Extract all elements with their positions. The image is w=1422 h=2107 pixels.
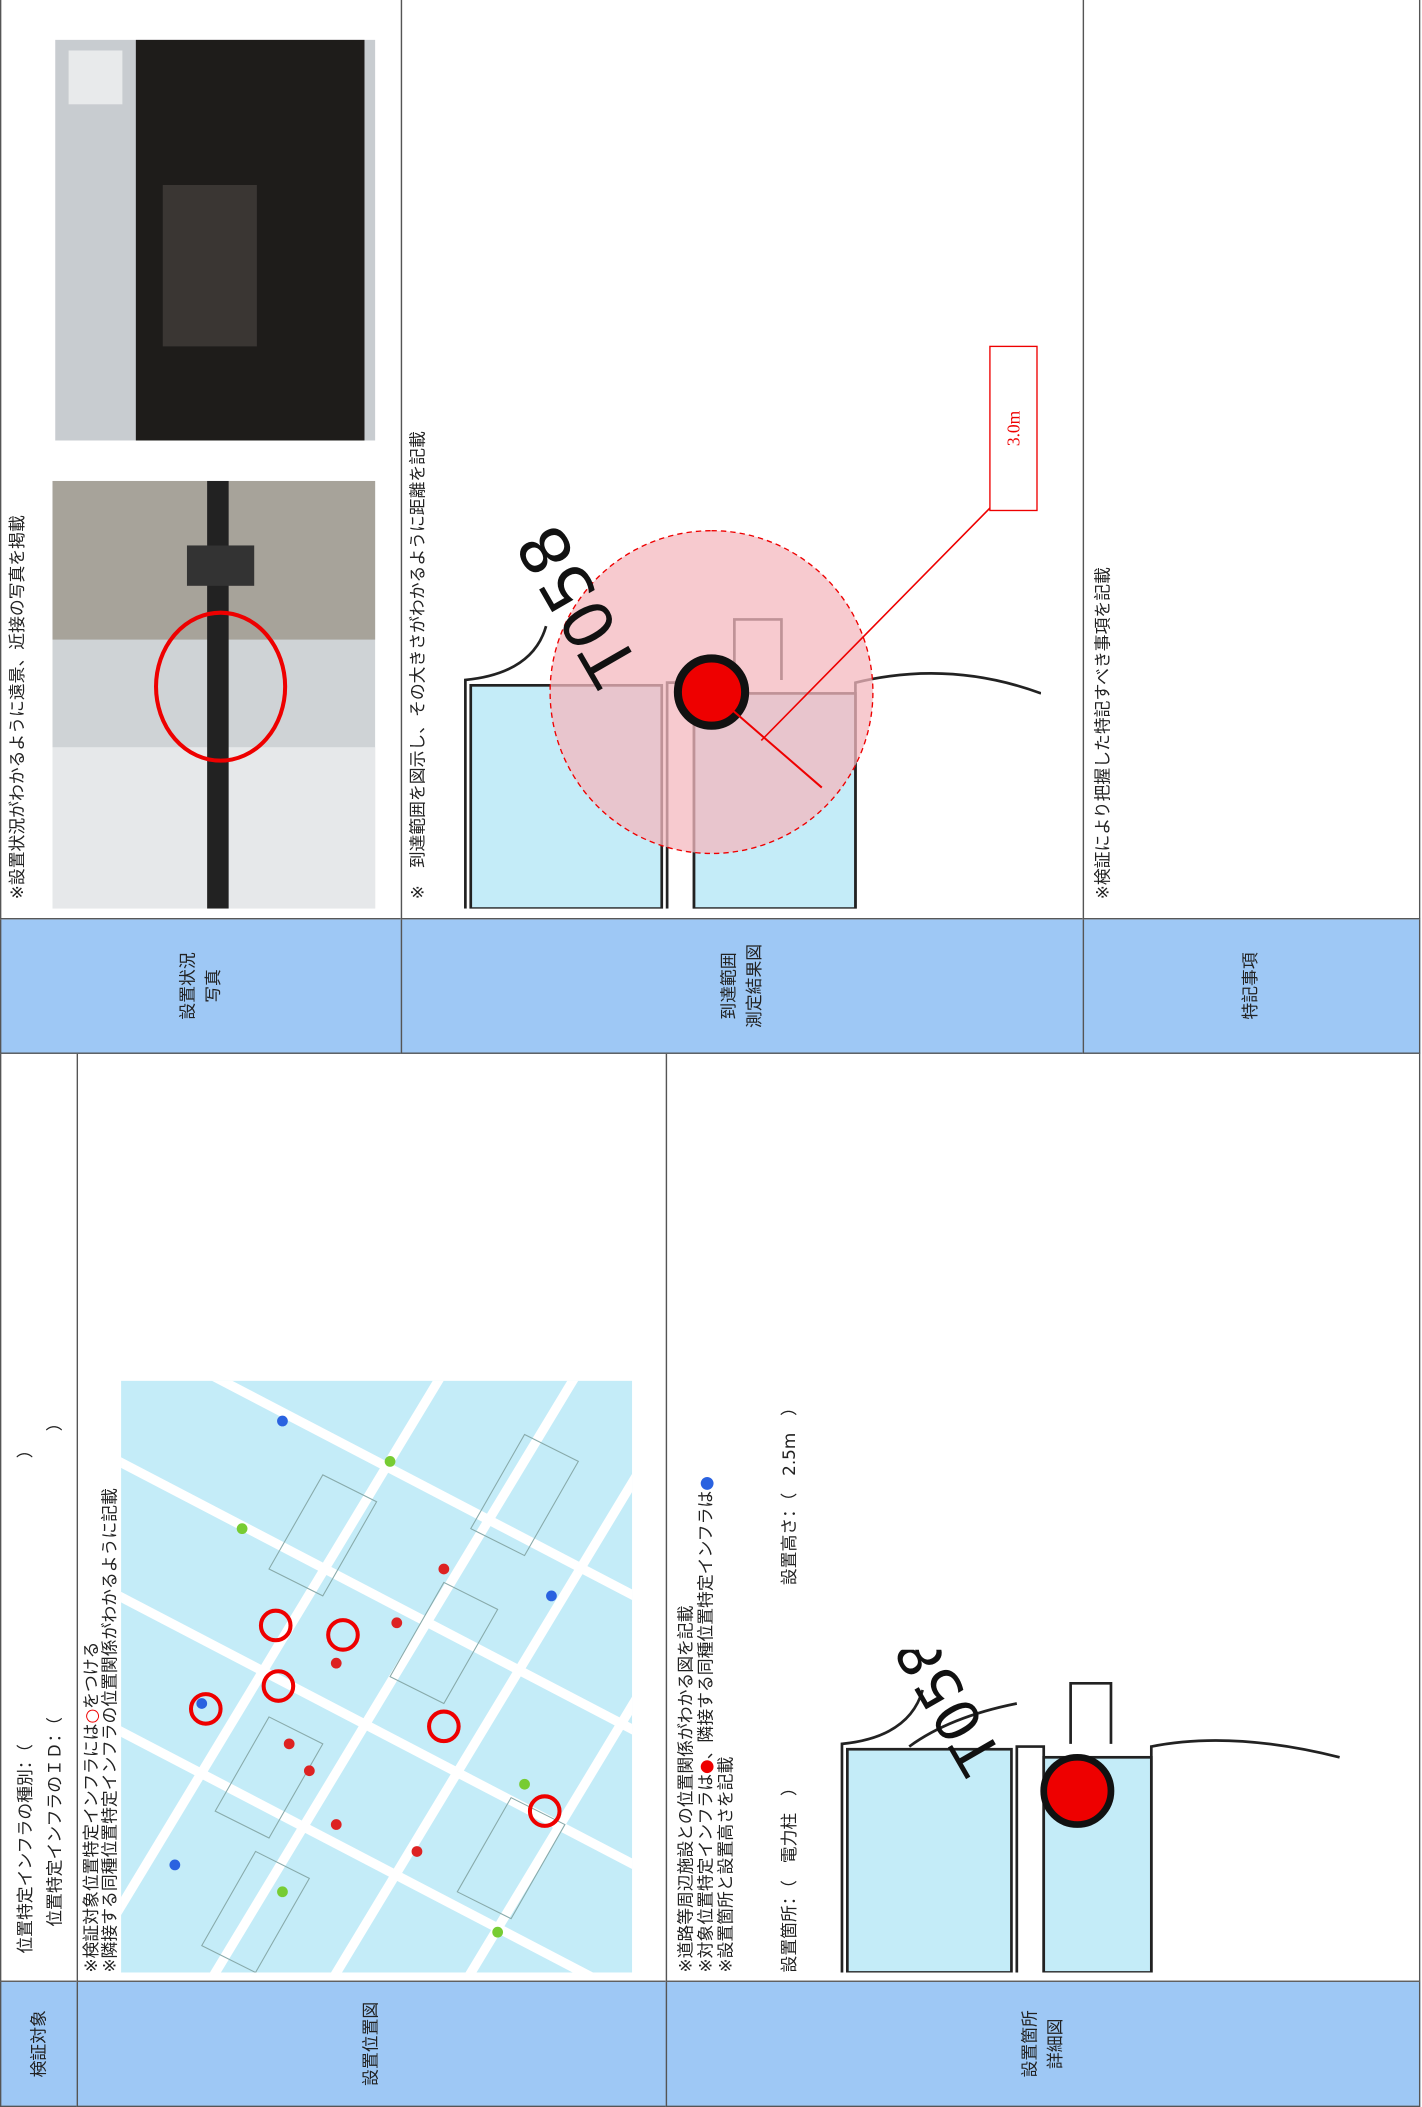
- location-cell: ※検証対象位置特定インフラには○をつける ※隣接する同種位置特定インフラの位置関…: [76, 1052, 668, 1982]
- note-symbol: ○: [80, 1708, 101, 1724]
- header-text: 特記事項: [1240, 952, 1261, 1020]
- notes-header: 特記事項: [1082, 918, 1421, 1054]
- height: 設置高さ：（ 2.5m ）: [778, 1399, 799, 1586]
- photo-far: [52, 480, 376, 909]
- detail-note: ※設置箇所と設置高さを記載: [716, 1757, 736, 1973]
- detail-header: 設置箇所 詳細図: [665, 1980, 1421, 2107]
- range-note: ※ 到達範囲を図示し、その大きさがわかるように距離を記載: [407, 431, 428, 900]
- target-line: 位置特定インフラのＩＤ：（ ）: [44, 1414, 65, 1927]
- note-part: ※対象位置特定インフラは: [695, 1773, 716, 1973]
- header-text: 設置状況: [177, 952, 198, 1020]
- range-distance: 3.0m: [1004, 410, 1024, 446]
- detail-cell: ※道路等周辺施設との位置関係がわかる図を記載 ※対象位置特定インフラは●、隣接す…: [665, 1052, 1421, 1982]
- header-text: 検証対象: [27, 2010, 48, 2078]
- notes-cell: ※検証により把握した特記すべき事項を記載: [1082, 0, 1421, 920]
- location-header: 設置位置図: [76, 1980, 668, 2107]
- location-note: ※検証対象位置特定インフラには○をつける: [81, 1642, 101, 1973]
- note-part: ※設置箇所と設置高さを記載: [715, 1756, 736, 1973]
- location-note: ※隣接する同種位置特定インフラの位置関係がわかるように記載: [100, 1488, 120, 1972]
- header-text: 到達範囲: [718, 952, 739, 1020]
- photo-near: [55, 39, 376, 441]
- place: 設置箇所：（ 電力柱 ）: [778, 1779, 799, 1973]
- note-part: をつける: [80, 1641, 101, 1709]
- range-cell: ※ 到達範囲を図示し、その大きさがわかるように距離を記載 T058 3.0m: [400, 0, 1085, 920]
- note-part: ※検証対象位置特定インフラには: [80, 1723, 101, 1973]
- note-symbol: ●: [695, 1476, 716, 1491]
- target-cell: 位置特定インフラの種別：（ ） 位置特定インフラのＩＤ：（ ）: [0, 1052, 79, 1982]
- photo-note: ※設置状況がわかるように遠景、近接の写真を掲載: [6, 515, 27, 900]
- target-line: 位置特定インフラの種別：（ ）: [14, 1441, 35, 1954]
- notes-note: ※検証により把握した特記すべき事項を記載: [1092, 567, 1113, 900]
- header-text: 写真: [202, 969, 223, 1003]
- header-text: 設置位置図: [360, 2001, 381, 2086]
- note-part: ※道路等周辺施設との位置関係がわかる図を記載: [675, 1605, 696, 1973]
- range-diagram: T058 3.0m: [464, 345, 1042, 909]
- target-header: 検証対象: [0, 1980, 79, 2107]
- note-part: ※隣接する同種位置特定インフラの位置関係がわかるように記載: [99, 1488, 120, 1973]
- detail-note: ※対象位置特定インフラは●、隣接する同種位置特定インフラは●: [695, 1476, 715, 1972]
- header-text: 測定結果図: [743, 943, 764, 1028]
- photo-header: 設置状況 写真: [0, 918, 403, 1054]
- detail-note: ※道路等周辺施設との位置関係がわかる図を記載: [675, 1606, 695, 1973]
- header-text: 詳細図: [1044, 2018, 1065, 2070]
- location-map: [121, 1380, 633, 1973]
- detail-diagram: T058: [840, 1650, 1340, 1973]
- note-part: 、隣接する同種位置特定インフラは: [695, 1490, 716, 1760]
- photo-cell: ※設置状況がわかるように遠景、近接の写真を掲載: [0, 0, 403, 920]
- note-symbol: ●: [695, 1759, 716, 1774]
- range-header: 到達範囲 測定結果図: [400, 918, 1085, 1054]
- header-text: 設置箇所: [1019, 2010, 1040, 2078]
